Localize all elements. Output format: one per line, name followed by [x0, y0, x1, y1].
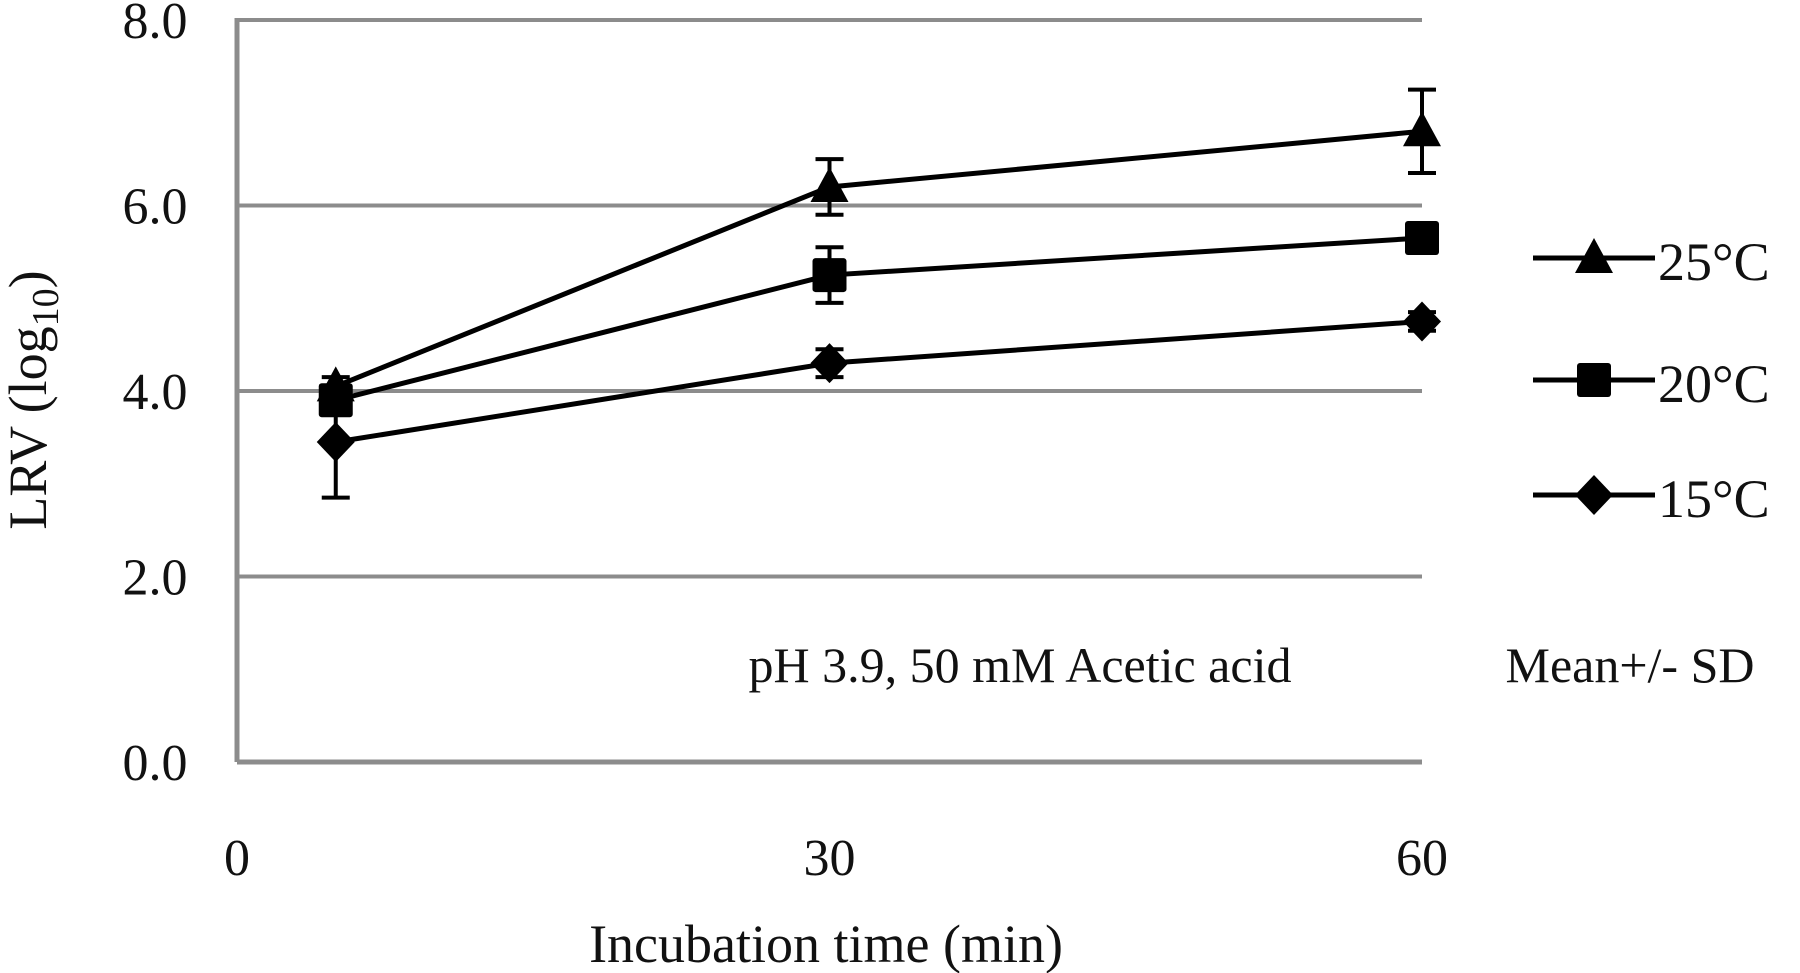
- legend: 25°C 20°C 15°C: [1533, 232, 1770, 529]
- series: [316, 87, 1441, 500]
- y-tick-label: 2.0: [123, 550, 188, 607]
- data-point-triangle: [1403, 111, 1441, 147]
- series-line-triangle: [334, 128, 1423, 389]
- tick-labels: 0.0 2.0 4.0 6.0 8.0 0 30 60: [123, 0, 1449, 887]
- x-tick-label: 60: [1396, 830, 1448, 887]
- legend-item-diamond: 15°C: [1533, 469, 1770, 529]
- y-axis-title-main: LRV (log: [0, 326, 58, 529]
- data-point-square: [812, 258, 847, 293]
- legend-label: 15°C: [1658, 469, 1770, 529]
- statistic-annotation: Mean+/- SD: [1506, 637, 1755, 693]
- y-tick-label: 8.0: [123, 0, 188, 50]
- data-point-diamond: [810, 343, 849, 384]
- data-point-diamond: [316, 422, 355, 463]
- legend-item-triangle: 25°C: [1533, 232, 1770, 292]
- y-axis-title-close: ): [0, 270, 58, 288]
- y-tick-label: 4.0: [123, 364, 188, 421]
- series-diamond: [316, 301, 1441, 500]
- x-tick-label: 0: [224, 830, 250, 887]
- legend-marker-diamond: [1575, 475, 1613, 515]
- y-tick-label: 0.0: [123, 735, 188, 792]
- legend-label: 20°C: [1658, 354, 1770, 414]
- data-point-triangle: [810, 166, 849, 202]
- condition-annotation: pH 3.9, 50 mM Acetic acid: [749, 637, 1292, 693]
- y-tick-label: 6.0: [123, 179, 188, 236]
- y-axis-title: LRV (log10): [0, 270, 67, 529]
- axes: [234, 18, 1422, 765]
- data-point-diamond: [1403, 301, 1441, 342]
- legend-marker-triangle: [1575, 238, 1613, 273]
- data-point-square: [1405, 220, 1439, 255]
- x-axis-title: Incubation time (min): [589, 914, 1063, 973]
- legend-marker-square: [1577, 363, 1611, 397]
- legend-item-square: 20°C: [1533, 354, 1770, 414]
- series-line-diamond: [335, 318, 1423, 445]
- y-axis-title-subscript: 10: [25, 288, 67, 326]
- series-square: [318, 220, 1439, 418]
- legend-label: 25°C: [1658, 232, 1770, 292]
- x-tick-label: 30: [804, 830, 856, 887]
